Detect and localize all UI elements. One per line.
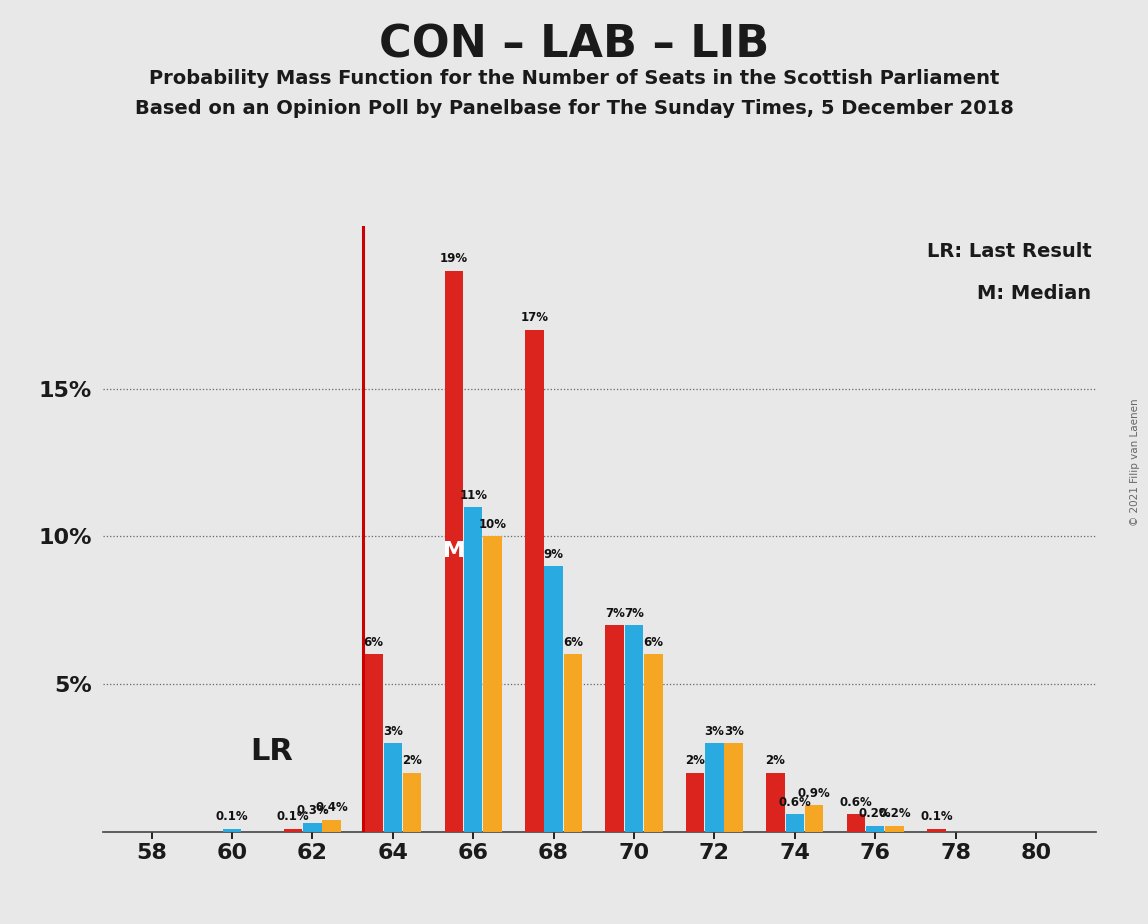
Text: 0.3%: 0.3% — [296, 805, 328, 818]
Text: 19%: 19% — [440, 252, 468, 265]
Text: 2%: 2% — [402, 754, 422, 767]
Text: CON – LAB – LIB: CON – LAB – LIB — [379, 23, 769, 67]
Text: 3%: 3% — [705, 724, 724, 737]
Text: 11%: 11% — [459, 489, 487, 502]
Bar — [323, 820, 341, 832]
Text: 17%: 17% — [520, 311, 549, 324]
Bar — [785, 814, 804, 832]
Text: 0.4%: 0.4% — [316, 801, 348, 814]
Text: 0.6%: 0.6% — [778, 796, 812, 808]
Text: 0.1%: 0.1% — [920, 810, 953, 823]
Bar — [403, 772, 421, 832]
Bar — [685, 772, 705, 832]
Bar — [223, 829, 241, 832]
Bar — [847, 814, 866, 832]
Bar — [284, 829, 302, 832]
Text: 3%: 3% — [382, 724, 403, 737]
Text: 2%: 2% — [766, 754, 785, 767]
Text: 6%: 6% — [643, 636, 664, 650]
Bar — [644, 654, 662, 832]
Bar — [483, 536, 502, 832]
Bar — [364, 654, 382, 832]
Bar — [625, 625, 643, 832]
Bar — [444, 271, 463, 832]
Text: M: Median: M: Median — [977, 284, 1092, 303]
Bar — [525, 330, 543, 832]
Bar — [705, 743, 723, 832]
Text: 0.2%: 0.2% — [859, 808, 892, 821]
Text: 0.6%: 0.6% — [839, 796, 872, 808]
Text: 7%: 7% — [625, 607, 644, 620]
Bar — [564, 654, 582, 832]
Text: 2%: 2% — [685, 754, 705, 767]
Bar — [605, 625, 625, 832]
Bar — [544, 565, 563, 832]
Text: Based on an Opinion Poll by Panelbase for The Sunday Times, 5 December 2018: Based on an Opinion Poll by Panelbase fo… — [134, 99, 1014, 118]
Bar — [303, 822, 321, 832]
Bar — [928, 829, 946, 832]
Bar — [805, 805, 823, 832]
Bar — [885, 826, 903, 832]
Text: 7%: 7% — [605, 607, 625, 620]
Bar — [724, 743, 743, 832]
Bar — [866, 826, 884, 832]
Bar — [383, 743, 402, 832]
Text: LR: LR — [250, 737, 294, 766]
Text: 0.9%: 0.9% — [798, 786, 830, 799]
Text: 0.1%: 0.1% — [277, 810, 310, 823]
Bar — [464, 507, 482, 832]
Text: 10%: 10% — [479, 518, 506, 531]
Text: LR: Last Result: LR: Last Result — [926, 241, 1092, 261]
Text: Probability Mass Function for the Number of Seats in the Scottish Parliament: Probability Mass Function for the Number… — [149, 69, 999, 89]
Text: M: M — [443, 541, 465, 561]
Text: 6%: 6% — [364, 636, 383, 650]
Text: 0.2%: 0.2% — [878, 808, 910, 821]
Text: 0.1%: 0.1% — [216, 810, 248, 823]
Text: 9%: 9% — [544, 548, 564, 561]
Bar — [766, 772, 785, 832]
Text: 3%: 3% — [723, 724, 744, 737]
Text: 6%: 6% — [563, 636, 583, 650]
Text: © 2021 Filip van Laenen: © 2021 Filip van Laenen — [1130, 398, 1140, 526]
